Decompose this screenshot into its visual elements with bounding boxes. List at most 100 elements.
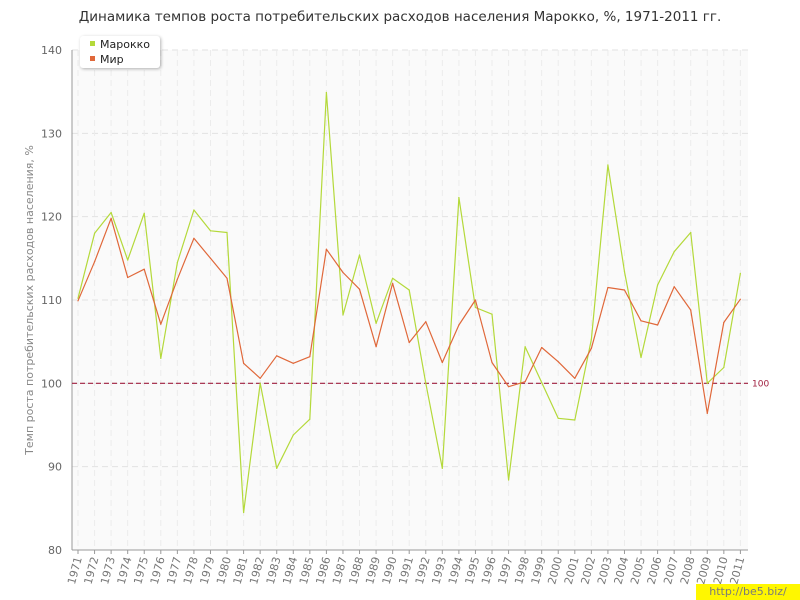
series-point-morocco (342, 314, 344, 316)
y-tick-label: 140 (41, 44, 62, 57)
series-point-morocco (557, 417, 559, 419)
series-point-morocco (590, 338, 592, 340)
series-point-world (706, 412, 708, 414)
series-point-morocco (507, 479, 510, 481)
y-tick-label: 130 (41, 127, 62, 140)
y-tick-label: 100 (41, 377, 62, 390)
series-point-world (276, 355, 278, 357)
series-point-morocco (690, 231, 692, 234)
series-point-world (309, 356, 311, 358)
series-point-morocco (491, 313, 493, 315)
series-point-morocco (143, 212, 145, 214)
series-point-world (325, 248, 327, 250)
series-point-morocco (392, 277, 394, 279)
series-point-morocco (375, 322, 377, 324)
series-point-world (541, 346, 543, 349)
series-point-morocco (574, 419, 576, 421)
series-point-morocco (723, 366, 725, 369)
series-point-morocco (243, 511, 245, 514)
y-tick-label: 90 (48, 461, 62, 474)
series-point-morocco (292, 434, 294, 436)
series-point-world (243, 362, 245, 364)
series-point-morocco (309, 418, 311, 420)
legend-item-morocco[interactable]: Марокко (90, 39, 150, 51)
series-point-world (491, 361, 493, 364)
series-point-world (93, 261, 96, 263)
series-point-world (292, 362, 294, 364)
series-point-morocco (474, 306, 477, 309)
series-point-world (226, 277, 228, 279)
series-point-morocco (524, 346, 526, 348)
legend-swatch-world (90, 55, 95, 61)
reference-line-label: 100 (752, 379, 769, 389)
legend-item-world[interactable]: Мир (90, 54, 124, 66)
series-point-world (77, 300, 79, 302)
y-axis-label: Темп роста потребительских расходов насе… (23, 145, 36, 456)
series-point-morocco (209, 230, 212, 232)
series-point-morocco (127, 259, 129, 261)
series-point-morocco (541, 381, 543, 384)
series-point-morocco (607, 164, 609, 166)
legend: Марокко Мир (80, 36, 160, 68)
series-point-world (590, 347, 592, 349)
series-point-morocco (408, 289, 410, 291)
series-point-world (143, 268, 145, 270)
series-point-world (358, 288, 361, 290)
series-point-morocco (739, 272, 742, 274)
series-point-world (209, 257, 212, 259)
series-point-world (673, 286, 675, 288)
series-point-morocco (176, 261, 178, 264)
legend-label-morocco: Марокко (100, 38, 150, 51)
series-point-world (524, 381, 526, 383)
series-point-world (160, 323, 162, 325)
series-point-world (574, 377, 576, 379)
y-tick-label: 120 (41, 211, 62, 224)
series-point-world (607, 286, 609, 289)
series-point-morocco (657, 284, 659, 286)
series-point-world (408, 341, 410, 344)
series-point-morocco (458, 196, 460, 199)
series-point-morocco (93, 232, 96, 234)
series-point-world (657, 324, 659, 326)
series-point-morocco (673, 251, 675, 253)
series-point-morocco (623, 271, 626, 273)
series-point-world (342, 271, 344, 274)
y-tick-label: 110 (41, 294, 62, 307)
series-point-morocco (441, 467, 443, 469)
series-point-world (739, 298, 742, 300)
series-point-world (640, 320, 642, 322)
legend-swatch-morocco (90, 40, 95, 46)
chart-title: Динамика темпов роста потребительских ра… (78, 9, 722, 25)
series-point-morocco (259, 382, 261, 384)
series-point-morocco (706, 382, 708, 384)
series-point-world (441, 361, 443, 364)
series-point-world (110, 217, 112, 219)
series-point-world (375, 346, 377, 348)
series-point-world (690, 309, 692, 311)
series-point-morocco (425, 382, 427, 384)
series-point-world (127, 276, 129, 279)
y-tick-label: 80 (48, 544, 62, 557)
series-point-world (507, 386, 510, 388)
series-point-morocco (358, 254, 361, 256)
series-point-world (176, 278, 178, 280)
series-point-morocco (640, 356, 642, 359)
series-point-morocco (193, 209, 195, 211)
series-point-morocco (110, 211, 112, 214)
series-point-morocco (226, 231, 228, 234)
series-point-world (193, 237, 195, 239)
series-point-morocco (276, 467, 278, 469)
series-point-world (623, 289, 626, 291)
series-point-world (474, 299, 477, 301)
series-point-world (425, 321, 427, 323)
legend-label-world: Мир (100, 53, 124, 66)
watermark-link[interactable]: http://be5.biz/ (696, 584, 800, 600)
series-point-world (259, 377, 261, 379)
series-point-world (723, 321, 725, 324)
series-point-world (392, 282, 394, 284)
series-point-morocco (325, 91, 327, 94)
x-tick-label: 2011 (727, 555, 747, 585)
series-point-world (557, 361, 559, 363)
series-point-morocco (160, 357, 162, 359)
